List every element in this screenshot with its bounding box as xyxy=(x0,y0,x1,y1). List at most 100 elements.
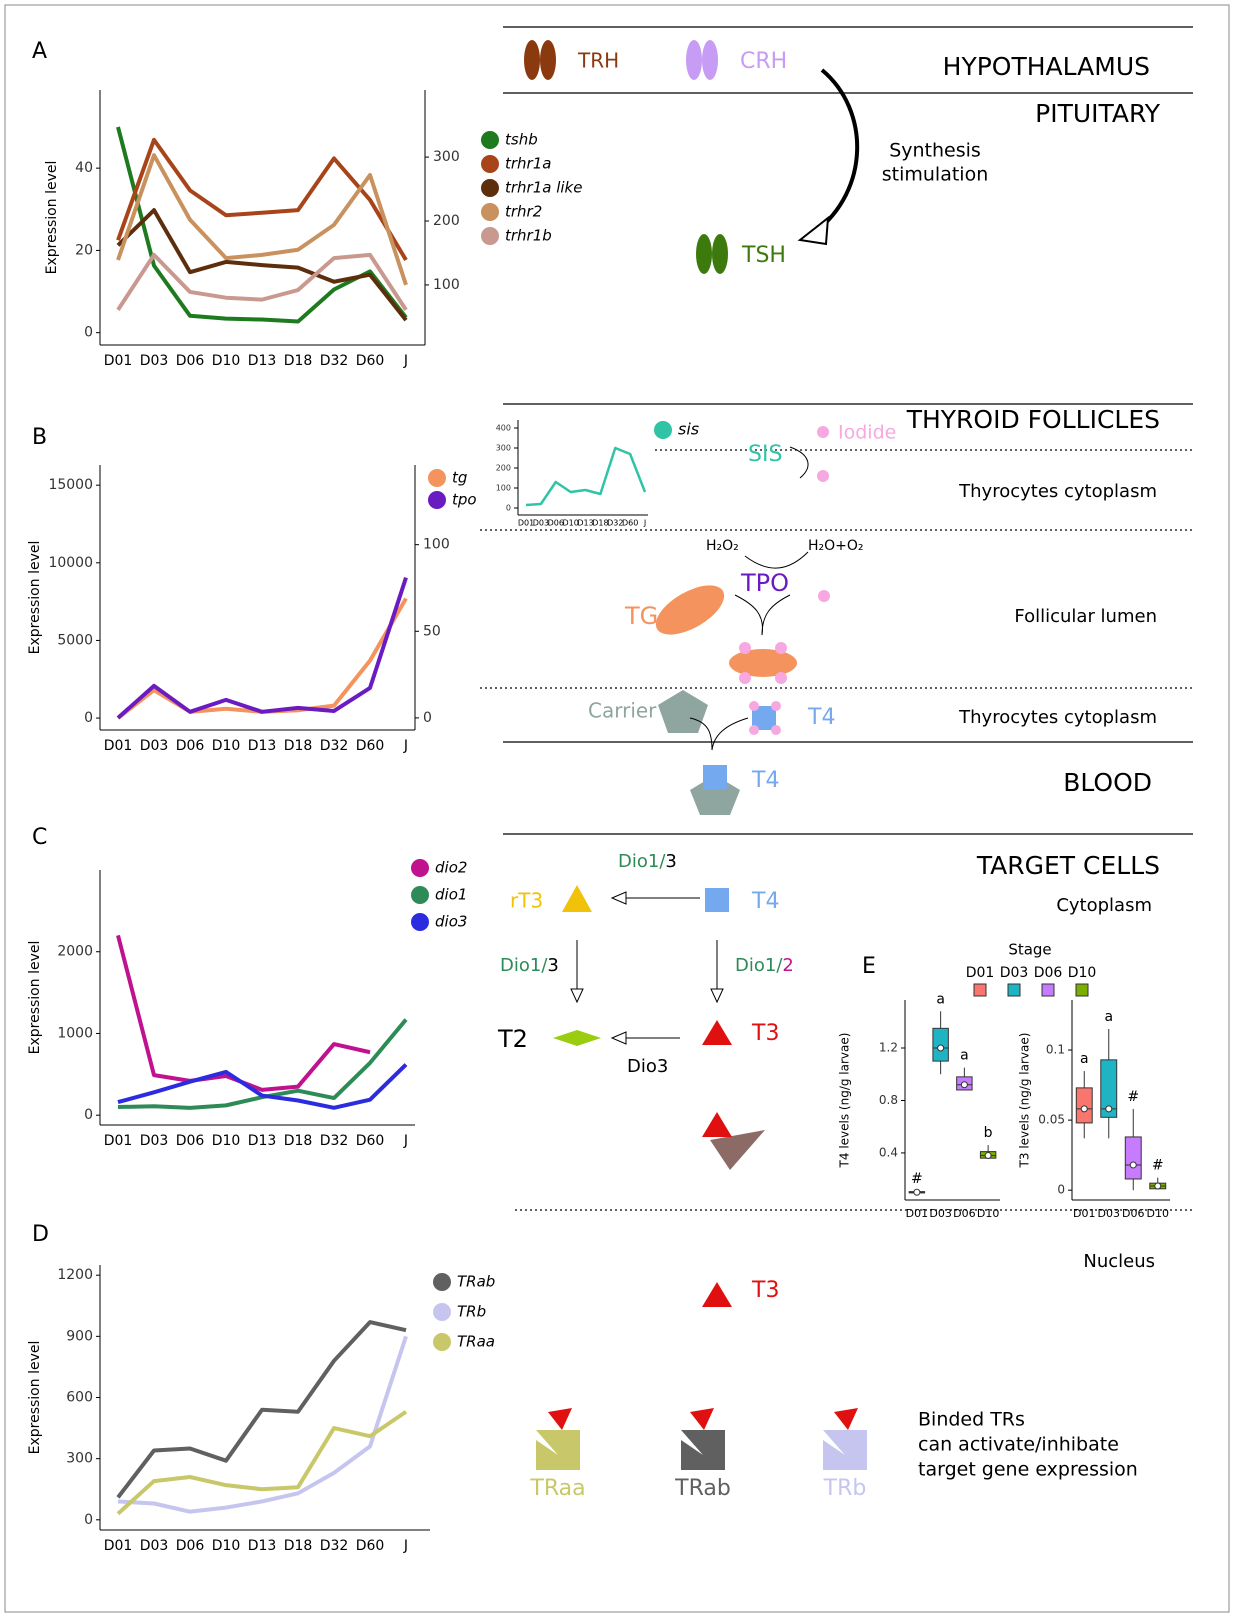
x-tick-label: D18 xyxy=(284,353,313,369)
tsh-icon xyxy=(712,234,728,274)
legend-label: trhr1a like xyxy=(505,179,582,197)
dot xyxy=(775,672,787,684)
figure: A B C D E TRH CRH HYPOTHALAMUS PITUITARY… xyxy=(0,0,1234,1617)
trh-icon xyxy=(540,40,556,80)
legend-label: trhr1a xyxy=(505,155,551,173)
iodide xyxy=(817,426,829,438)
label: Thyrocytes cytoplasm xyxy=(958,481,1157,502)
x-tick-label: D13 xyxy=(248,1133,277,1149)
mean-dot xyxy=(1155,1183,1161,1189)
legend-label: tpo xyxy=(452,491,477,509)
x-tick-label: D32 xyxy=(320,353,349,369)
label: stimulation xyxy=(882,164,989,186)
label: TRab xyxy=(674,1476,731,1501)
x-tick-label: D06 xyxy=(176,738,205,754)
legend-label: D06 xyxy=(1034,965,1063,981)
x-tick-label: J xyxy=(403,738,408,754)
y-tick-label: 1.2 xyxy=(879,1041,898,1055)
label: T2 xyxy=(497,1025,528,1053)
t3-icon xyxy=(834,1408,858,1430)
legend-marker xyxy=(433,1333,451,1351)
y-axis-label: Expression level xyxy=(44,161,60,275)
legend-marker xyxy=(481,155,499,173)
mean-dot xyxy=(961,1082,967,1088)
y-axis-label: Expression level xyxy=(27,941,43,1055)
x-tick-label: J xyxy=(403,1538,408,1554)
significance: a xyxy=(1080,1051,1089,1067)
arrow-head xyxy=(612,892,626,904)
x-tick-label: D18 xyxy=(284,1538,313,1554)
x-tick-label: D01 xyxy=(906,1207,928,1220)
mean-dot xyxy=(1106,1106,1112,1112)
box xyxy=(1076,1088,1092,1123)
arrow xyxy=(790,447,808,478)
arrow xyxy=(815,70,857,232)
significance: b xyxy=(984,1125,993,1141)
x-tick-label: D18 xyxy=(284,1133,313,1149)
y2-tick-label: 100 xyxy=(423,537,450,553)
series-line xyxy=(118,599,406,719)
y-tick-label: 10000 xyxy=(48,555,93,571)
t4-icon xyxy=(705,888,729,912)
crh-icon xyxy=(686,40,702,80)
x-tick-label: J xyxy=(403,353,408,369)
t3-icon xyxy=(702,1282,732,1307)
x-tick-label: D06 xyxy=(953,1207,975,1220)
y-tick-label: 0.1 xyxy=(1046,1043,1065,1057)
y-tick-label: 400 xyxy=(496,424,511,433)
y-axis-label: Expression level xyxy=(27,541,43,655)
x-tick-label: D03 xyxy=(140,1133,169,1149)
x-tick-label: D60 xyxy=(356,1538,385,1554)
label: CRH xyxy=(740,49,787,74)
mean-dot xyxy=(914,1189,920,1195)
x-tick-label: D13 xyxy=(248,738,277,754)
y-tick-label: 0 xyxy=(84,1512,93,1528)
y-tick-label: 200 xyxy=(496,464,511,473)
trb-icon xyxy=(823,1430,867,1470)
series-line xyxy=(118,1336,406,1511)
arrow-head xyxy=(800,218,828,244)
series-line xyxy=(118,140,406,260)
label: Dio1/3 xyxy=(500,955,559,976)
x-tick-label: J xyxy=(403,1133,408,1149)
legend-title: Stage xyxy=(1008,941,1051,959)
label: TRb xyxy=(823,1476,867,1501)
label: Nucleus xyxy=(1083,1251,1155,1272)
y-tick-label: 20 xyxy=(75,242,93,258)
legend-swatch xyxy=(1042,984,1054,996)
arrow-head xyxy=(711,989,723,1002)
label-part: Dio1/ xyxy=(500,955,548,976)
y-tick-label: 1000 xyxy=(57,1025,93,1041)
y-tick-label: 100 xyxy=(496,484,511,493)
iodide xyxy=(818,590,830,602)
legend-marker xyxy=(481,227,499,245)
y-tick-label: 0.4 xyxy=(879,1145,898,1159)
legend-label: trhr2 xyxy=(505,203,542,221)
label: PITUITARY xyxy=(1035,99,1161,128)
legend-label: D03 xyxy=(1000,965,1029,981)
label: T3 xyxy=(751,1278,779,1303)
significance: a xyxy=(936,991,945,1007)
t3-icon xyxy=(702,1112,732,1137)
label: Binded TRs xyxy=(918,1409,1025,1431)
arrow xyxy=(745,552,808,568)
legend-label: D01 xyxy=(966,965,995,981)
y-tick-label: 0 xyxy=(506,504,511,513)
label-part: Dio1/ xyxy=(735,955,783,976)
label-part: 3 xyxy=(547,955,558,976)
x-tick-label: D03 xyxy=(140,1538,169,1554)
y2-tick-label: 100 xyxy=(433,277,460,293)
label: TG xyxy=(624,602,658,630)
y-tick-label: 0 xyxy=(84,325,93,341)
dot xyxy=(739,642,751,654)
y-axis-label: T4 levels (ng/g larvae) xyxy=(838,1033,852,1169)
x-tick-label: D01 xyxy=(104,738,133,754)
panel-letter: B xyxy=(32,425,47,450)
legend-label: TRaa xyxy=(457,1333,495,1351)
legend-marker xyxy=(411,913,429,931)
dot xyxy=(775,642,787,654)
trab-icon xyxy=(681,1430,725,1470)
x-tick-label: D13 xyxy=(248,353,277,369)
trh-icon xyxy=(524,40,540,80)
label: T4 xyxy=(807,705,835,730)
